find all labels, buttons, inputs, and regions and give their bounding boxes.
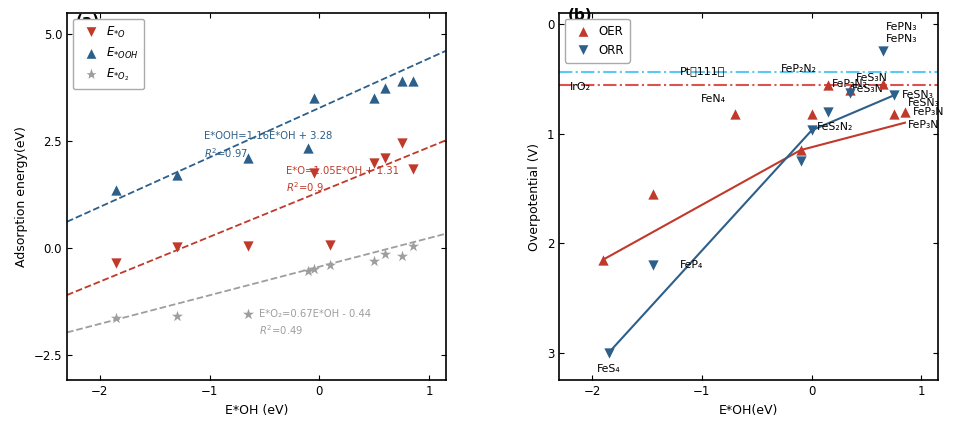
- Text: FeP₂N₂: FeP₂N₂: [781, 64, 817, 74]
- Point: [367, 159, 382, 166]
- Point: [378, 155, 393, 162]
- Point: [367, 257, 382, 264]
- Point: [804, 127, 819, 134]
- Point: [394, 78, 410, 85]
- Point: [323, 261, 338, 268]
- Point: [876, 81, 891, 88]
- X-axis label: E*OH (eV): E*OH (eV): [225, 404, 288, 416]
- Text: FeS₃N: FeS₃N: [856, 73, 887, 83]
- Text: E*O₂=0.67E*OH - 0.44: E*O₂=0.67E*OH - 0.44: [259, 309, 371, 319]
- Legend: $E_{*O}$, $E_{*OOH}$, $E_{*O_2}$: $E_{*O}$, $E_{*OOH}$, $E_{*O_2}$: [73, 19, 145, 90]
- Text: $R^2$=0.49: $R^2$=0.49: [259, 323, 303, 337]
- Text: FeP₃N: FeP₃N: [908, 120, 940, 130]
- Point: [109, 187, 124, 194]
- Point: [394, 140, 410, 147]
- Text: FeSN₃: FeSN₃: [908, 98, 940, 108]
- Point: [645, 191, 660, 198]
- Text: FeP₂N₂: FeP₂N₂: [832, 79, 867, 89]
- Point: [804, 111, 819, 118]
- Point: [240, 155, 256, 162]
- Text: FeP₃N: FeP₃N: [913, 107, 945, 117]
- Point: [645, 262, 660, 269]
- X-axis label: E*OH(eV): E*OH(eV): [719, 404, 778, 416]
- Text: FeN₄: FeN₄: [701, 94, 726, 104]
- Text: FeS₂N₂: FeS₂N₂: [817, 122, 854, 132]
- Point: [109, 259, 124, 266]
- Text: FeSN₃: FeSN₃: [901, 90, 933, 101]
- Point: [378, 251, 393, 258]
- Point: [300, 268, 316, 275]
- Point: [842, 87, 857, 94]
- Text: FeS₄: FeS₄: [597, 364, 620, 374]
- Text: (b): (b): [568, 8, 592, 23]
- Point: [378, 84, 393, 91]
- Text: (a): (a): [76, 14, 100, 29]
- Text: $R^2$=0.9: $R^2$=0.9: [286, 180, 324, 194]
- Y-axis label: Adsorption energy(eV): Adsorption energy(eV): [15, 126, 28, 267]
- Text: $R^2$=0.97: $R^2$=0.97: [204, 146, 249, 160]
- Point: [367, 95, 382, 102]
- Point: [886, 92, 901, 99]
- Point: [169, 243, 185, 250]
- Point: [842, 90, 857, 97]
- Point: [601, 349, 616, 356]
- Point: [405, 166, 420, 173]
- Text: IrO₂: IrO₂: [570, 82, 591, 92]
- Point: [820, 108, 835, 115]
- Text: E*OOH=1.16E*OH + 3.28: E*OOH=1.16E*OH + 3.28: [204, 131, 332, 141]
- Point: [886, 111, 901, 118]
- Legend: OER, ORR: OER, ORR: [566, 19, 630, 63]
- Text: FePN₃: FePN₃: [886, 22, 918, 32]
- Point: [306, 170, 322, 177]
- Point: [820, 82, 835, 89]
- Point: [240, 243, 256, 250]
- Point: [405, 242, 420, 249]
- Point: [306, 95, 322, 102]
- Point: [306, 266, 322, 273]
- Text: Pt（111）: Pt（111）: [679, 66, 725, 76]
- Point: [793, 158, 809, 165]
- Point: [793, 146, 809, 153]
- Point: [169, 172, 185, 179]
- Text: E*O=1.05E*OH + 1.31: E*O=1.05E*OH + 1.31: [286, 166, 399, 177]
- Point: [323, 242, 338, 249]
- Point: [240, 311, 256, 318]
- Point: [595, 256, 611, 263]
- Point: [727, 111, 743, 118]
- Point: [898, 108, 913, 115]
- Text: FeS₃N: FeS₃N: [853, 84, 884, 94]
- Y-axis label: Overpotential (V): Overpotential (V): [528, 142, 542, 251]
- Point: [300, 144, 316, 151]
- Point: [394, 253, 410, 260]
- Text: FeP₄: FeP₄: [679, 260, 703, 270]
- Text: FePN₃: FePN₃: [886, 34, 918, 44]
- Point: [109, 315, 124, 322]
- Point: [169, 312, 185, 319]
- Point: [876, 48, 891, 55]
- Point: [405, 78, 420, 85]
